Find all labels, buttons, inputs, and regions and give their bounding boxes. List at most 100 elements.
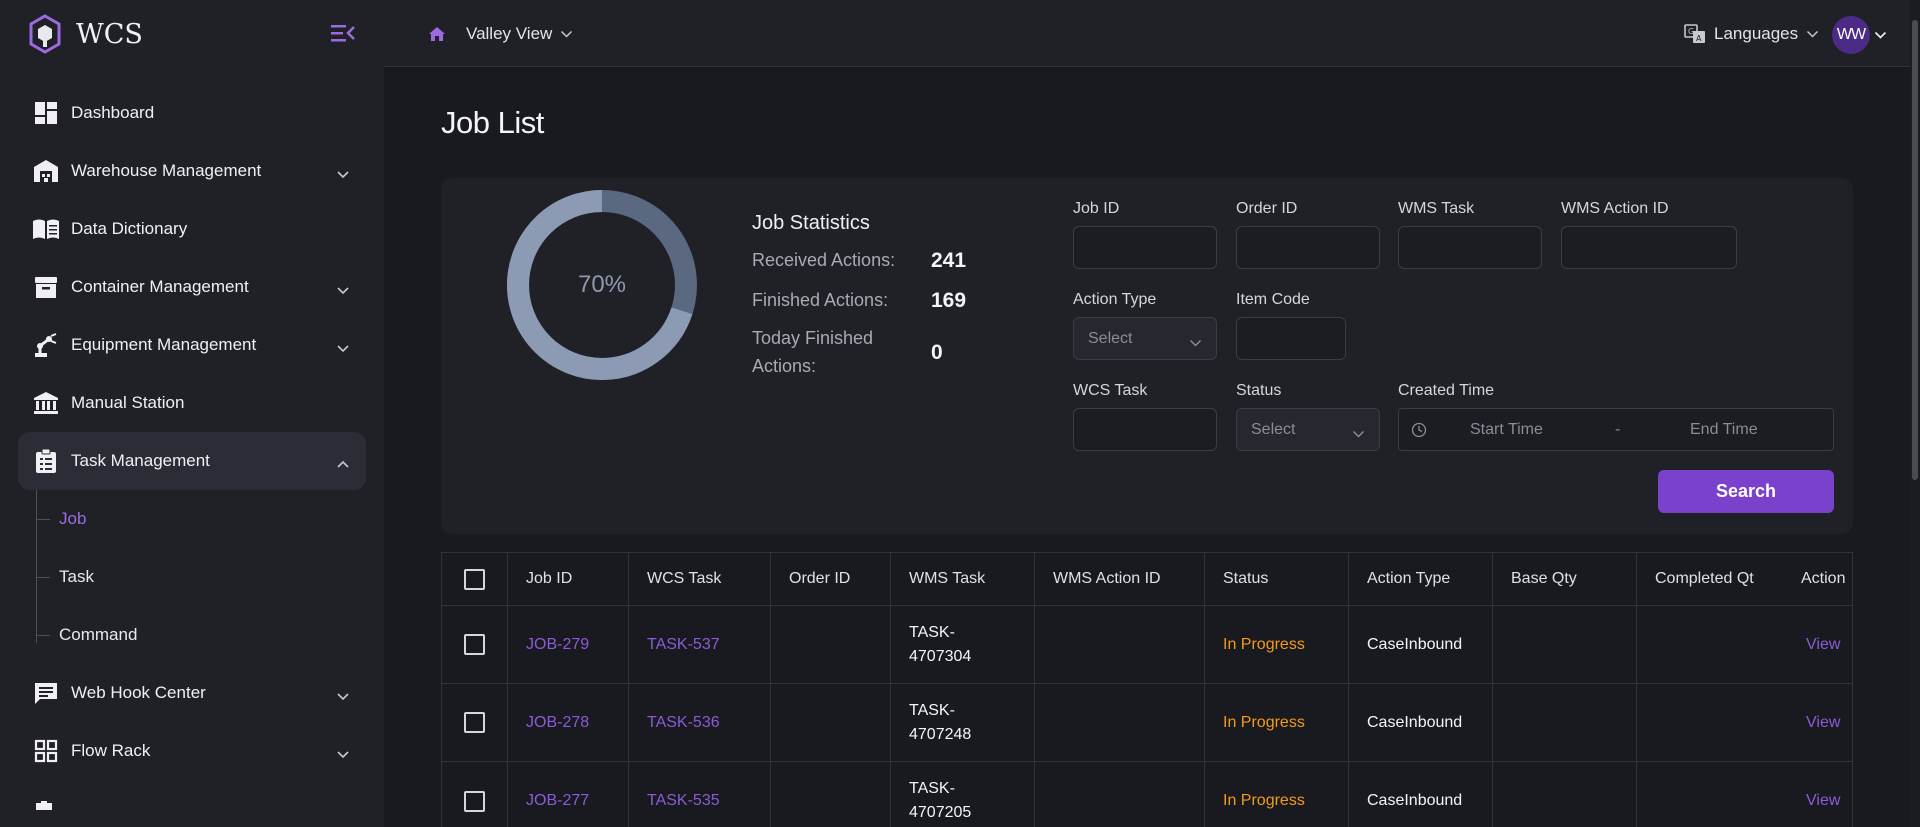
job-id-link[interactable]: JOB-279: [526, 635, 590, 653]
sidebar-item-label: Web Hook Center: [71, 683, 206, 702]
sidebar-subitem-label: Job: [59, 509, 87, 528]
sidebar-item-label: Manual Station: [71, 393, 185, 412]
action-type-value: Select: [1088, 329, 1133, 347]
filter-item-code-label: Item Code: [1236, 291, 1310, 308]
header-job-id[interactable]: Job ID: [526, 570, 573, 587]
wcs-task-input[interactable]: [1073, 408, 1217, 451]
header-completed-qty[interactable]: Completed Qt: [1655, 570, 1754, 587]
wms-task-text: TASK-: [909, 701, 955, 719]
chevron-down-icon: [336, 280, 350, 300]
row-checkbox[interactable]: [464, 790, 485, 812]
row-select-cell: [442, 606, 507, 683]
header-action: Action: [1801, 570, 1846, 587]
user-menu[interactable]: WW: [1832, 16, 1887, 54]
site-selector[interactable]: Valley View: [466, 24, 573, 44]
item-code-input[interactable]: [1236, 317, 1346, 360]
sidebar-item-label: Container Management: [71, 277, 249, 296]
job-id-link[interactable]: JOB-277: [526, 792, 590, 809]
finished-value: 169: [931, 289, 967, 312]
search-button[interactable]: Search: [1658, 470, 1834, 513]
home-icon[interactable]: [428, 26, 446, 47]
sidebar-item-equipment-management[interactable]: Equipment Management: [18, 316, 366, 374]
archive-icon: [32, 273, 60, 301]
row-checkbox[interactable]: [464, 634, 485, 655]
dashboard-icon: [32, 99, 60, 127]
header-action-type[interactable]: Action Type: [1367, 570, 1451, 587]
select-all-cell: [442, 553, 507, 605]
job-id-link[interactable]: JOB-278: [526, 713, 590, 731]
wcs-task-link[interactable]: TASK-537: [647, 635, 720, 653]
column-divider: [628, 553, 629, 827]
scrollbar-thumb[interactable]: [1912, 20, 1918, 480]
received-label: Received Actions:: [752, 250, 896, 270]
select-all-checkbox[interactable]: [464, 568, 485, 590]
sidebar-item-manual-station[interactable]: Manual Station: [18, 374, 366, 432]
sidebar-nav: Dashboard Warehouse Management Data Dict…: [18, 84, 366, 810]
sidebar-item-web-hook-center[interactable]: Web Hook Center: [18, 664, 366, 722]
wms-task-text: 4707248: [909, 725, 972, 743]
filter-wms-action-id-label: WMS Action ID: [1561, 200, 1669, 217]
action-type-select[interactable]: Select: [1073, 317, 1217, 360]
header-wms-task[interactable]: WMS Task: [909, 570, 986, 587]
sidebar-item-label: Task Management: [71, 451, 210, 470]
wcs-task-link[interactable]: TASK-535: [647, 792, 720, 809]
header-wms-action-id[interactable]: WMS Action ID: [1053, 570, 1161, 587]
view-link[interactable]: View: [1806, 713, 1841, 731]
today-label-line2: Actions:: [752, 356, 817, 376]
wms-task-input[interactable]: [1398, 226, 1542, 269]
view-link[interactable]: View: [1806, 792, 1841, 809]
chevron-down-icon: [1807, 30, 1819, 38]
sidebar-subitem-job[interactable]: Job: [18, 490, 366, 548]
wcs-task-link[interactable]: TASK-536: [647, 713, 720, 731]
bank-icon: [32, 389, 60, 417]
header-status[interactable]: Status: [1223, 570, 1269, 587]
sidebar-item-label: Equipment Management: [71, 335, 257, 354]
column-divider: [1636, 553, 1637, 827]
row-checkbox[interactable]: [464, 712, 485, 733]
end-time-input[interactable]: End Time: [1690, 421, 1758, 438]
filter-action-type-label: Action Type: [1073, 291, 1157, 308]
order-id-input[interactable]: [1236, 226, 1380, 269]
status-badge: In Progress: [1223, 635, 1305, 653]
start-time-input[interactable]: Start Time: [1470, 421, 1543, 438]
status-select[interactable]: Select: [1236, 408, 1380, 451]
site-name: Valley View: [466, 24, 553, 43]
filter-job-id-label: Job ID: [1073, 200, 1120, 217]
sidebar-item-dashboard[interactable]: Dashboard: [18, 84, 366, 142]
table-row: JOB-277 TASK-535 TASK- 4707205 In Progre…: [442, 762, 1852, 827]
sidebar-subitem-command[interactable]: Command: [18, 606, 366, 664]
header-wcs-task[interactable]: WCS Task: [647, 570, 722, 587]
menu-collapse-icon[interactable]: [330, 22, 356, 44]
created-time-range[interactable]: Start Time - End Time: [1398, 408, 1834, 451]
action-type-cell: CaseInbound: [1367, 713, 1463, 731]
filter-order-id-label: Order ID: [1236, 200, 1298, 217]
chevron-up-icon: [336, 454, 350, 474]
received-value: 241: [931, 249, 967, 272]
job-id-input[interactable]: [1073, 226, 1217, 269]
sidebar-item-partial[interactable]: [18, 780, 366, 810]
header-order-id[interactable]: Order ID: [789, 570, 851, 587]
wms-action-id-input[interactable]: [1561, 226, 1737, 269]
wms-task-text: 4707304: [909, 647, 972, 665]
column-divider: [507, 553, 508, 827]
sidebar-item-flow-rack[interactable]: Flow Rack: [18, 722, 366, 780]
sidebar-subitem-task[interactable]: Task: [18, 548, 366, 606]
sidebar-item-container-management[interactable]: Container Management: [18, 258, 366, 316]
status-badge: In Progress: [1223, 713, 1305, 731]
view-link[interactable]: View: [1806, 635, 1841, 653]
page-scrollbar[interactable]: [1910, 0, 1920, 827]
avatar[interactable]: WW: [1832, 16, 1870, 54]
header-base-qty[interactable]: Base Qty: [1511, 570, 1577, 587]
app-logo[interactable]: WCS: [28, 14, 143, 54]
sidebar-item-data-dictionary[interactable]: Data Dictionary: [18, 200, 366, 258]
sidebar-item-task-management[interactable]: Task Management: [18, 432, 366, 490]
sidebar-item-warehouse-management[interactable]: Warehouse Management: [18, 142, 366, 200]
sidebar-subitem-label: Task: [59, 567, 94, 586]
table-row: JOB-279 TASK-537 TASK- 4707304 In Progre…: [442, 606, 1852, 684]
clock-icon: [1411, 422, 1427, 443]
wms-task-text: TASK-: [909, 623, 955, 641]
finished-label: Finished Actions:: [752, 290, 889, 310]
chevron-down-icon: [336, 686, 350, 706]
